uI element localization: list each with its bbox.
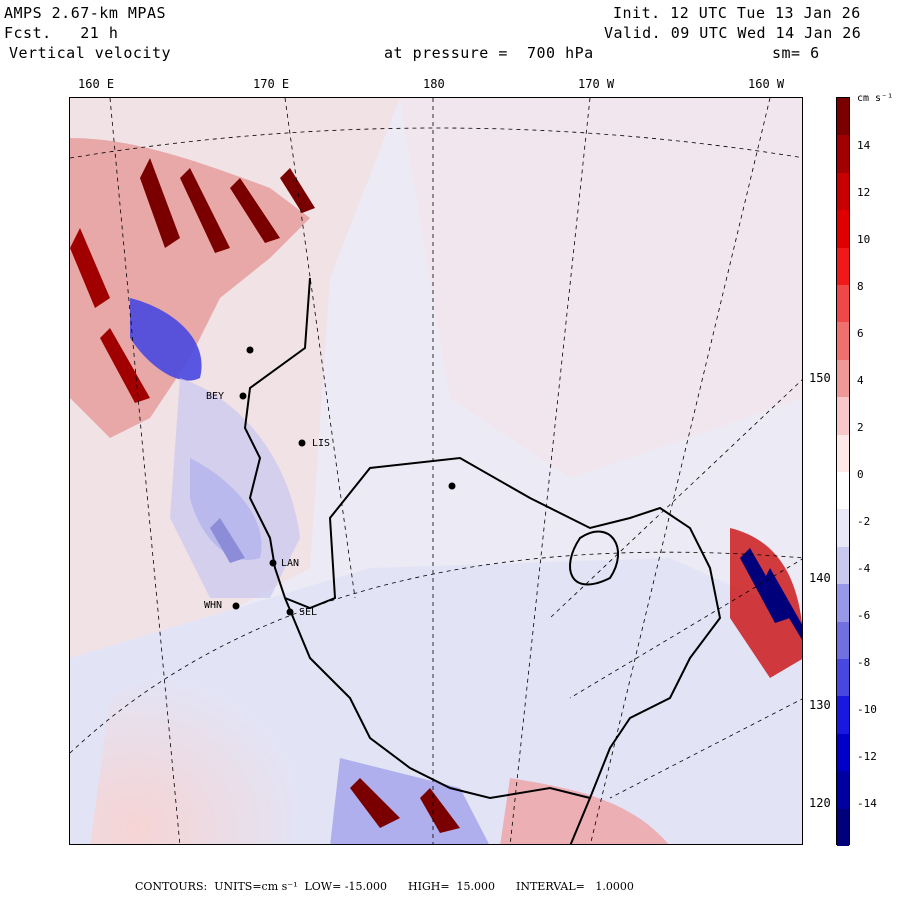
colorbar-swatch — [837, 621, 849, 660]
colorbar-swatch — [837, 472, 849, 510]
colorbar-tick-label: 10 — [857, 233, 871, 246]
valid-time: Valid. 09 UTC Wed 14 Jan 26 — [604, 24, 862, 42]
colorbar-swatch — [837, 397, 849, 436]
colorbar-tick-label: -14 — [857, 797, 877, 810]
smoothing: sm= 6 — [772, 44, 820, 62]
colorbar-tick-label: -10 — [857, 703, 877, 716]
colorbar-swatch — [837, 659, 849, 697]
colorbar-swatch — [837, 584, 849, 623]
colorbar-tick-label: 4 — [857, 374, 864, 387]
colorbar-swatch — [837, 359, 849, 398]
colorbar-tick-label: -6 — [857, 609, 871, 622]
station-label-bey: BEY — [206, 391, 225, 402]
colorbar-swatch — [837, 98, 849, 136]
station-label-lis: LIS — [312, 438, 331, 449]
map-panel — [69, 97, 803, 845]
lon-label-170w: 170 W — [578, 77, 615, 91]
station-label-sel: SEL — [299, 607, 318, 618]
forecast-hour: Fcst. 21 h — [4, 24, 119, 42]
station-label-lan: LAN — [281, 558, 300, 569]
init-time: Init. 12 UTC Tue 13 Jan 26 — [613, 4, 861, 22]
colorbar-swatch — [837, 808, 849, 847]
colorbar — [836, 97, 850, 847]
colorbar-swatch — [837, 696, 849, 735]
colorbar-swatch — [837, 771, 849, 810]
colorbar-swatch — [837, 135, 849, 174]
lon-label-180: 180 — [423, 77, 445, 91]
pressure-level: at pressure = 700 hPa — [384, 44, 594, 62]
model-title: AMPS 2.67-km MPAS — [4, 4, 167, 22]
colorbar-swatch — [837, 434, 849, 473]
colorbar-swatch — [837, 546, 849, 585]
contour-info: CONTOURS: UNITS=cm s⁻¹ LOW= -15.000 HIGH… — [135, 880, 634, 893]
colorbar-swatch — [837, 733, 849, 772]
colorbar-swatch — [837, 247, 849, 286]
colorbar-tick-label: -8 — [857, 656, 871, 669]
colorbar-tick-label: 8 — [857, 280, 864, 293]
colorbar-tick-label: 12 — [857, 186, 871, 199]
lon-label-160e: 160 E — [78, 77, 115, 91]
colorbar-tick-label: 2 — [857, 421, 864, 434]
colorbar-tick-label: -2 — [857, 515, 871, 528]
colorbar-tick-label: 14 — [857, 139, 871, 152]
colorbar-unit: cm s⁻¹ — [857, 93, 894, 104]
colorbar-swatch — [837, 172, 849, 211]
lon-label-160w: 160 W — [748, 77, 785, 91]
colorbar-tick-label: 6 — [857, 327, 864, 340]
colorbar-swatch — [837, 285, 849, 323]
lon-label-170e: 170 E — [253, 77, 290, 91]
colorbar-swatch — [837, 509, 849, 548]
field-name: Vertical velocity — [9, 44, 172, 62]
colorbar-tick-label: 0 — [857, 468, 864, 481]
colorbar-swatch — [837, 210, 849, 249]
station-label-whn: WHN — [204, 600, 223, 611]
vertical-velocity-map — [70, 98, 802, 844]
colorbar-tick-label: -12 — [857, 750, 877, 763]
colorbar-swatch — [837, 322, 849, 361]
colorbar-tick-label: -4 — [857, 562, 871, 575]
